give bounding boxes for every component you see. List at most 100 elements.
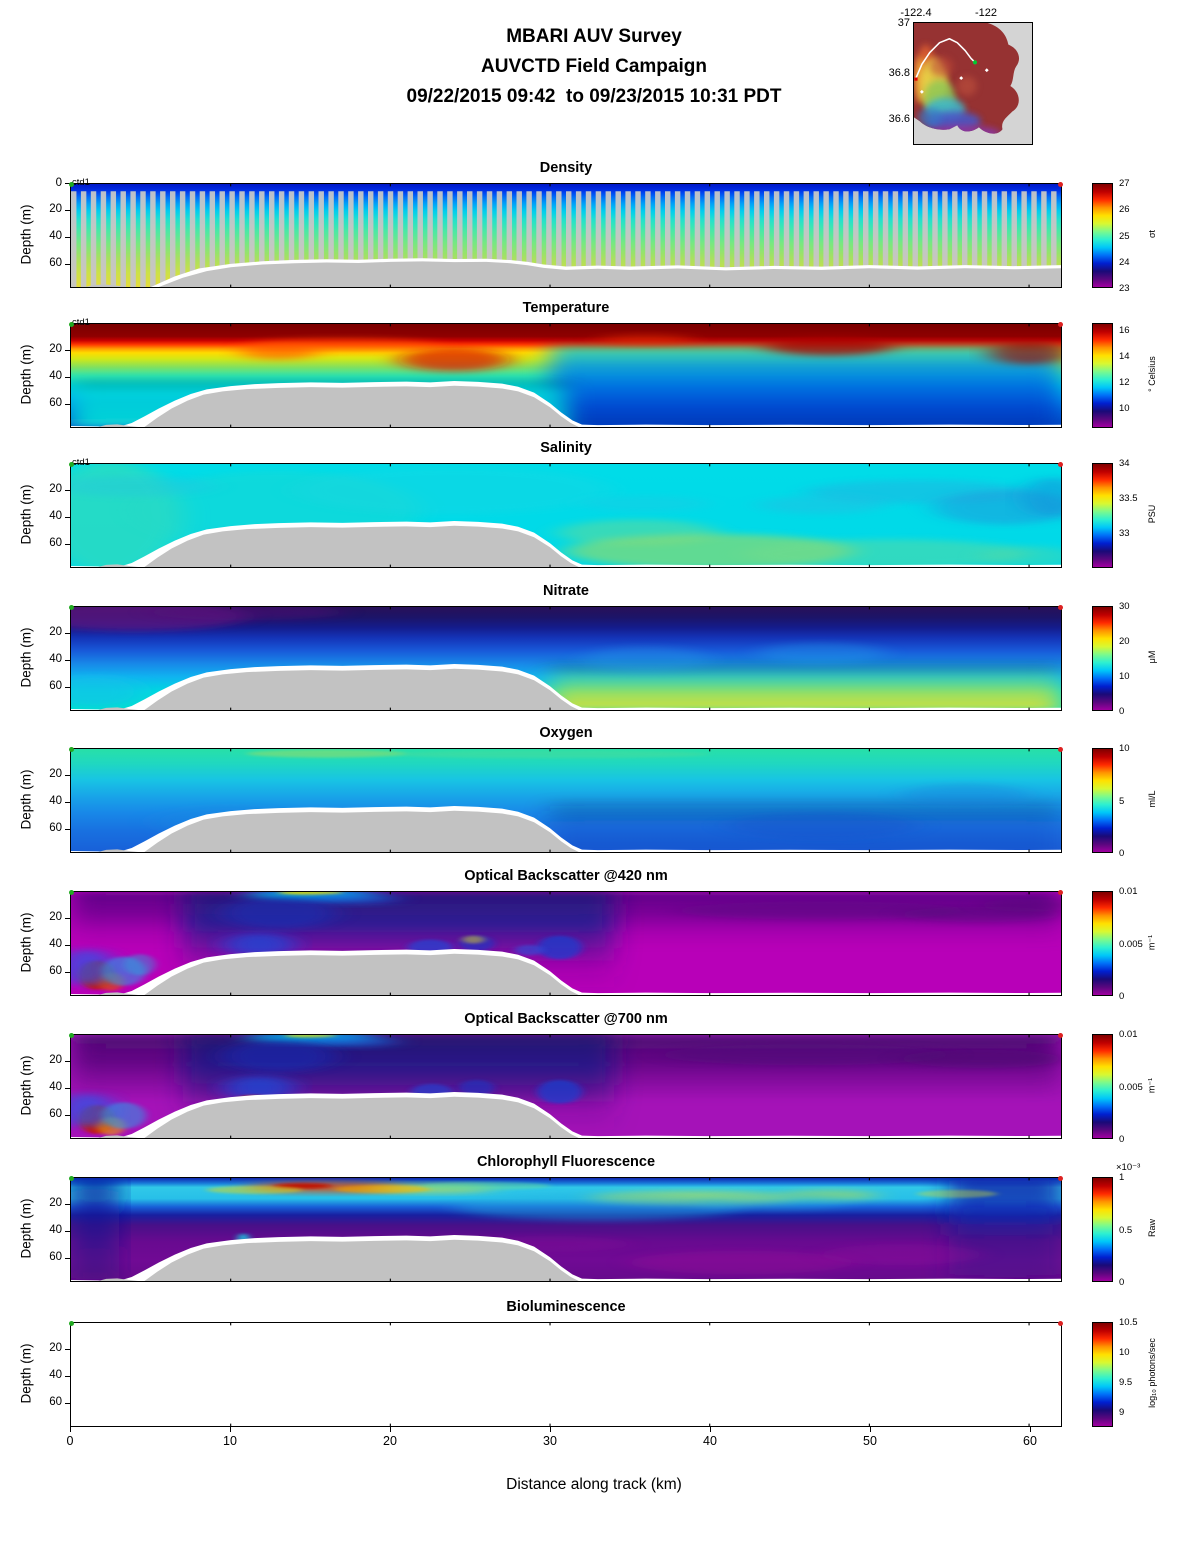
colorbar-tick-label: 23 xyxy=(1119,283,1130,294)
colorbar-unit-label: m⁻¹ xyxy=(1146,934,1157,951)
map-lon-tick-label: -122.4 xyxy=(900,7,932,19)
plot-area-ob700 xyxy=(69,1033,1063,1139)
x-axis: 0 10 20 30 40 50 60 xyxy=(0,1427,1188,1467)
x-tick-mark xyxy=(870,1427,871,1432)
section-image xyxy=(71,892,1061,995)
colorbar-unit-label: PSU xyxy=(1147,504,1157,524)
y-tick-mark xyxy=(65,944,70,946)
y-tick-label: 20 xyxy=(49,343,62,356)
colorbar-tick-label: 24 xyxy=(1119,256,1130,268)
colorbar-tick-label: 25 xyxy=(1119,230,1130,242)
y-tick-label: 40 xyxy=(49,1224,62,1237)
colorbar-unit-label: ° Celsius xyxy=(1147,356,1157,392)
vehicle-annotation: ctd1 xyxy=(72,317,90,328)
colorbar-tick-label: 33.5 xyxy=(1119,493,1138,504)
y-tick-mark xyxy=(65,917,70,919)
colorbar-nitrate xyxy=(1092,606,1113,711)
colorbar-tick-label: 0.01 xyxy=(1119,1029,1138,1040)
y-tick-mark xyxy=(65,209,70,211)
colorbar-unit-label: m⁻¹ xyxy=(1146,1077,1157,1094)
track-start-marker xyxy=(69,1321,74,1326)
colorbar-tick-label: 0 xyxy=(1119,991,1125,1002)
panel-ob420: Optical Backscatter @420 nm Depth (m) 20 40… xyxy=(0,868,1188,1002)
colorbar-chlorophyll xyxy=(1092,1177,1113,1282)
track-start-marker xyxy=(69,462,74,467)
section-image xyxy=(71,607,1061,710)
track-start-marker xyxy=(69,1033,74,1038)
vehicle-annotation: ctd1 xyxy=(72,177,90,188)
y-tick-mark xyxy=(65,632,70,634)
auv-track-line xyxy=(915,37,976,79)
section-image xyxy=(71,749,1061,852)
panel-title-density: Density xyxy=(539,160,593,176)
colorbar-tick-label: 0 xyxy=(1119,1134,1125,1145)
section-image xyxy=(71,1178,1061,1281)
track-end-marker xyxy=(1058,1176,1063,1181)
colorbar-tick-label: 10.5 xyxy=(1119,1317,1138,1328)
colorbar-tick-label: 27 xyxy=(1119,178,1130,189)
y-tick-label: 40 xyxy=(49,370,62,383)
y-tick-mark xyxy=(65,1402,70,1404)
y-tick-label: 60 xyxy=(49,1251,62,1264)
y-tick-label: 40 xyxy=(49,938,62,951)
colorbar-tick-label: 26 xyxy=(1119,204,1130,216)
plot-area-salinity: ctd1 xyxy=(69,457,1063,568)
section-image xyxy=(71,464,1061,567)
y-tick-mark xyxy=(65,828,70,830)
colorbar-salinity xyxy=(1092,463,1113,568)
section-image xyxy=(71,184,1061,287)
track-start-marker xyxy=(69,605,74,610)
panel-title-oxygen: Oxygen xyxy=(539,725,593,741)
colorbar-tick-label: 0.005 xyxy=(1119,938,1143,950)
panel-title-bioluminescence: Bioluminescence xyxy=(506,1299,626,1315)
y-tick-label: 40 xyxy=(49,1081,62,1094)
y-tick-label: 60 xyxy=(49,1108,62,1121)
plot-area-chlorophyll xyxy=(69,1176,1063,1282)
y-tick-label: 40 xyxy=(49,510,62,523)
y-tick-mark xyxy=(65,1060,70,1062)
y-tick-mark xyxy=(65,1087,70,1089)
colorbar-temperature xyxy=(1092,323,1113,428)
colorbar-tick-label: 0.01 xyxy=(1119,886,1138,897)
y-tick-label: 60 xyxy=(49,537,62,550)
x-tick-mark xyxy=(710,1427,711,1432)
y-tick-label: 20 xyxy=(49,768,62,781)
y-tick-label: 40 xyxy=(49,653,62,666)
colorbar-oxygen xyxy=(1092,748,1113,853)
plot-area-bioluminescence xyxy=(69,1321,1063,1427)
colorbar-tick-label: 0 xyxy=(1119,1277,1125,1288)
section-image xyxy=(230,1323,1030,1426)
plot-area-oxygen xyxy=(69,747,1063,853)
y-tick-mark xyxy=(65,1257,70,1259)
colorbar-tick-label: 5 xyxy=(1119,795,1125,807)
track-start-marker xyxy=(69,322,74,327)
panel-title-nitrate: Nitrate xyxy=(543,583,589,599)
map-image xyxy=(914,23,1032,144)
y-tick-mark xyxy=(65,183,70,184)
map-lat-tick-label: 37 xyxy=(897,17,910,29)
y-tick-mark xyxy=(65,349,70,351)
y-tick-mark xyxy=(65,1114,70,1116)
colorbar-tick-label: 10 xyxy=(1119,1347,1130,1358)
colorbar-multiplier-label: ×10⁻³ xyxy=(1116,1162,1141,1173)
x-tick-mark xyxy=(230,1427,231,1432)
track-end-marker xyxy=(1058,322,1063,327)
y-tick-mark xyxy=(65,801,70,803)
track-start-marker xyxy=(69,1176,74,1181)
title-line-3: 09/22/2015 09:42 to 09/23/2015 10:31 PDT xyxy=(406,86,782,107)
track-start-marker xyxy=(69,890,74,895)
plot-area-nitrate xyxy=(69,605,1063,711)
colorbar-unit-label: σt xyxy=(1147,229,1157,239)
y-tick-mark xyxy=(65,1230,70,1232)
y-tick-label: 60 xyxy=(49,680,62,693)
colorbar-tick-label: 9 xyxy=(1119,1407,1125,1418)
y-tick-mark xyxy=(65,236,70,238)
x-tick-label: 0 xyxy=(66,1434,74,1448)
panel-title-ob420: Optical Backscatter @420 nm xyxy=(464,868,668,884)
x-tick-mark xyxy=(1030,1427,1031,1432)
y-tick-mark xyxy=(65,1203,70,1205)
y-tick-mark xyxy=(65,263,70,265)
panel-ob700: Optical Backscatter @700 nm Depth (m) 20 40… xyxy=(0,1011,1188,1145)
colorbar-density xyxy=(1092,183,1113,288)
